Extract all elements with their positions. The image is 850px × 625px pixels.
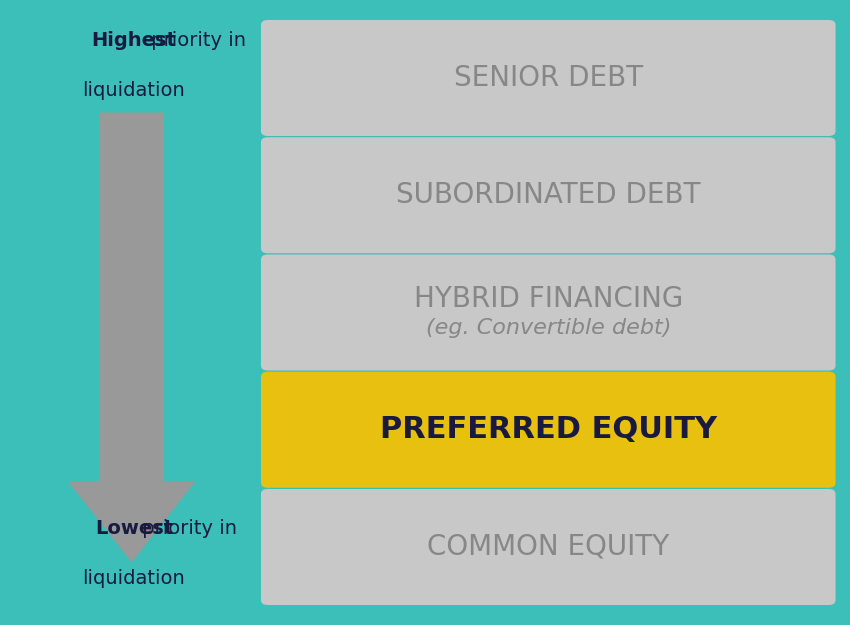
Text: priority in: priority in: [144, 31, 246, 50]
Text: liquidation: liquidation: [82, 81, 185, 100]
Text: HYBRID FINANCING: HYBRID FINANCING: [414, 285, 683, 312]
FancyBboxPatch shape: [261, 254, 836, 371]
Polygon shape: [68, 112, 196, 562]
Text: COMMON EQUITY: COMMON EQUITY: [427, 533, 670, 561]
FancyBboxPatch shape: [261, 372, 836, 488]
Text: Highest: Highest: [92, 31, 176, 50]
FancyBboxPatch shape: [261, 138, 836, 253]
Text: Lowest: Lowest: [95, 519, 173, 538]
Text: SUBORDINATED DEBT: SUBORDINATED DEBT: [396, 181, 700, 209]
Text: PREFERRED EQUITY: PREFERRED EQUITY: [380, 415, 717, 444]
FancyBboxPatch shape: [261, 20, 836, 136]
Text: SENIOR DEBT: SENIOR DEBT: [454, 64, 643, 92]
Text: (eg. Convertible debt): (eg. Convertible debt): [426, 318, 671, 338]
FancyBboxPatch shape: [261, 489, 836, 605]
Text: liquidation: liquidation: [82, 569, 185, 588]
Text: priority in: priority in: [136, 519, 237, 538]
